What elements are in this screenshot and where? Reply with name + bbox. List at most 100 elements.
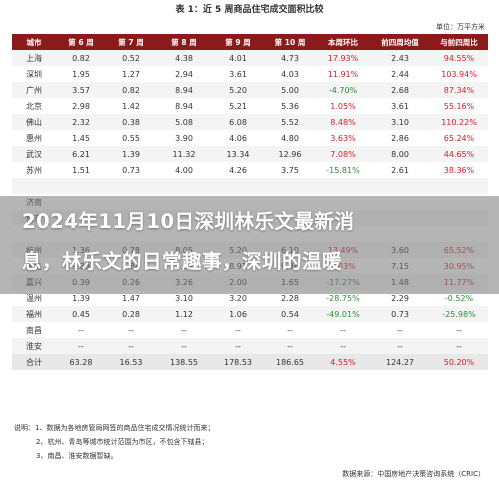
column-header: 城市	[12, 34, 56, 50]
value-cell: 8.48%	[316, 114, 370, 130]
value-cell: 0.73	[106, 162, 156, 178]
city-cell: 武汉	[12, 146, 56, 162]
value-cell: --	[212, 322, 264, 338]
value-cell: 38.36%	[430, 162, 488, 178]
value-cell	[370, 178, 430, 194]
city-cell: 福州	[12, 306, 56, 322]
value-cell: 4.01	[212, 50, 264, 66]
value-cell: --	[156, 338, 212, 354]
city-cell: 温州	[12, 290, 56, 306]
column-header: 第 7 周	[106, 34, 156, 50]
value-cell: 63.28	[56, 354, 106, 370]
note-line: 2、杭州、青岛等城市统计范围为市区，不包含下辖县；	[36, 438, 209, 446]
value-cell: 2.98	[56, 98, 106, 114]
value-cell: 1.06	[212, 306, 264, 322]
value-cell: 5.36	[264, 98, 316, 114]
column-header: 第 8 周	[156, 34, 212, 50]
table-row: 北京 2.98 1.42 8.94 5.21 5.36 1.05% 3.61 55.16%	[12, 98, 488, 114]
value-cell: 7.08%	[316, 146, 370, 162]
value-cell: 3.20	[212, 290, 264, 306]
table-row: 武汉 6.21 1.39 11.32 13.34 12.96 7.08% 8.00 44.65%	[12, 146, 488, 162]
value-cell: 0.28	[106, 306, 156, 322]
value-cell: 6.21	[56, 146, 106, 162]
column-header: 本周环比	[316, 34, 370, 50]
value-cell: 4.38	[156, 50, 212, 66]
headline-line-2: 息，林乐文的日常趣事，深圳的温暖	[22, 250, 343, 273]
city-cell: 佛山	[12, 114, 56, 130]
value-cell: 3.57	[56, 82, 106, 98]
value-cell	[106, 178, 156, 194]
value-cell: 3.61	[370, 98, 430, 114]
column-header: 第 6 周	[56, 34, 106, 50]
city-cell: 北京	[12, 98, 56, 114]
note-line: 说明：1、数据为各地房管局网签的商品住宅成交情况统计而来；	[14, 424, 215, 432]
unit-label: 单位：万平方米	[436, 23, 485, 31]
value-cell: 0.82	[106, 82, 156, 98]
value-cell: 13.34	[212, 146, 264, 162]
value-cell: 8.00	[370, 146, 430, 162]
value-cell: 1.39	[106, 146, 156, 162]
header-row: 城市第 6 周第 7 周第 8 周第 9 周第 10 周本周环比 前四周均值 与前四…	[12, 34, 488, 50]
value-cell: 6.08	[212, 114, 264, 130]
value-cell: 1.95	[56, 66, 106, 82]
value-cell: 1.51	[56, 162, 106, 178]
value-cell: 1.42	[106, 98, 156, 114]
value-cell: 4.00	[156, 162, 212, 178]
value-cell: 5.08	[156, 114, 212, 130]
value-cell: 1.27	[106, 66, 156, 82]
column-header: 与前四周比	[430, 34, 488, 50]
table-row: 温州 1.39 1.47 3.10 3.20 2.28 -28.75% 2.29 -0.52%	[12, 290, 488, 306]
headline-banner	[0, 196, 499, 294]
value-cell: 1.12	[156, 306, 212, 322]
value-cell: -28.75%	[316, 290, 370, 306]
table-row: 佛山 2.32 0.38 5.08 6.08 5.52 8.48% 3.10 110.22%	[12, 114, 488, 130]
city-cell: 淮安	[12, 338, 56, 354]
value-cell: 2.29	[370, 290, 430, 306]
value-cell: 50.20%	[430, 354, 488, 370]
city-cell: 广州	[12, 82, 56, 98]
value-cell: 3.10	[370, 114, 430, 130]
headline-text[interactable]: 2024年11月10日深圳林乐文最新消 息，林乐文的日常趣事，深圳的温暖	[22, 202, 492, 282]
value-cell: 5.20	[212, 82, 264, 98]
table-row	[12, 178, 488, 194]
value-cell: 11.32	[156, 146, 212, 162]
value-cell: --	[316, 338, 370, 354]
value-cell: 1.05%	[316, 98, 370, 114]
value-cell: 65.24%	[430, 130, 488, 146]
value-cell: 4.80	[264, 130, 316, 146]
value-cell: 2.61	[370, 162, 430, 178]
value-cell: 4.26	[212, 162, 264, 178]
column-header: 第 10 周	[264, 34, 316, 50]
value-cell: 0.82	[56, 50, 106, 66]
table-row: 福州 0.45 0.28 1.12 1.06 0.54 -49.01% 0.73 -25.98%	[12, 306, 488, 322]
value-cell	[430, 178, 488, 194]
value-cell: 4.03	[264, 66, 316, 82]
table-row: 淮安 -- -- -- -- -- -- -- --	[12, 338, 488, 354]
value-cell: --	[212, 338, 264, 354]
value-cell	[264, 178, 316, 194]
value-cell: 4.73	[264, 50, 316, 66]
value-cell	[56, 178, 106, 194]
value-cell: 0.73	[370, 306, 430, 322]
value-cell: 3.90	[156, 130, 212, 146]
value-cell: --	[156, 322, 212, 338]
value-cell: 0.54	[264, 306, 316, 322]
value-cell: 3.63%	[316, 130, 370, 146]
city-cell: 上海	[12, 50, 56, 66]
value-cell: --	[106, 338, 156, 354]
value-cell: 16.53	[106, 354, 156, 370]
value-cell: -25.98%	[430, 306, 488, 322]
value-cell: 0.38	[106, 114, 156, 130]
value-cell: 110.22%	[430, 114, 488, 130]
table-row: 惠州 1.45 0.55 3.90 4.06 4.80 3.63% 2.86 65.24%	[12, 130, 488, 146]
table-title: 表 1：近 5 周商品住宅成交面积比较	[175, 5, 324, 15]
column-header: 第 9 周	[212, 34, 264, 50]
value-cell: --	[56, 322, 106, 338]
value-cell: --	[430, 322, 488, 338]
city-cell: 合计	[12, 354, 56, 370]
value-cell: 3.10	[156, 290, 212, 306]
table-row: 苏州 1.51 0.73 4.00 4.26 3.75 -15.81% 2.61 38.36%	[12, 162, 488, 178]
value-cell: 2.94	[156, 66, 212, 82]
value-cell: 3.75	[264, 162, 316, 178]
value-cell: --	[430, 338, 488, 354]
